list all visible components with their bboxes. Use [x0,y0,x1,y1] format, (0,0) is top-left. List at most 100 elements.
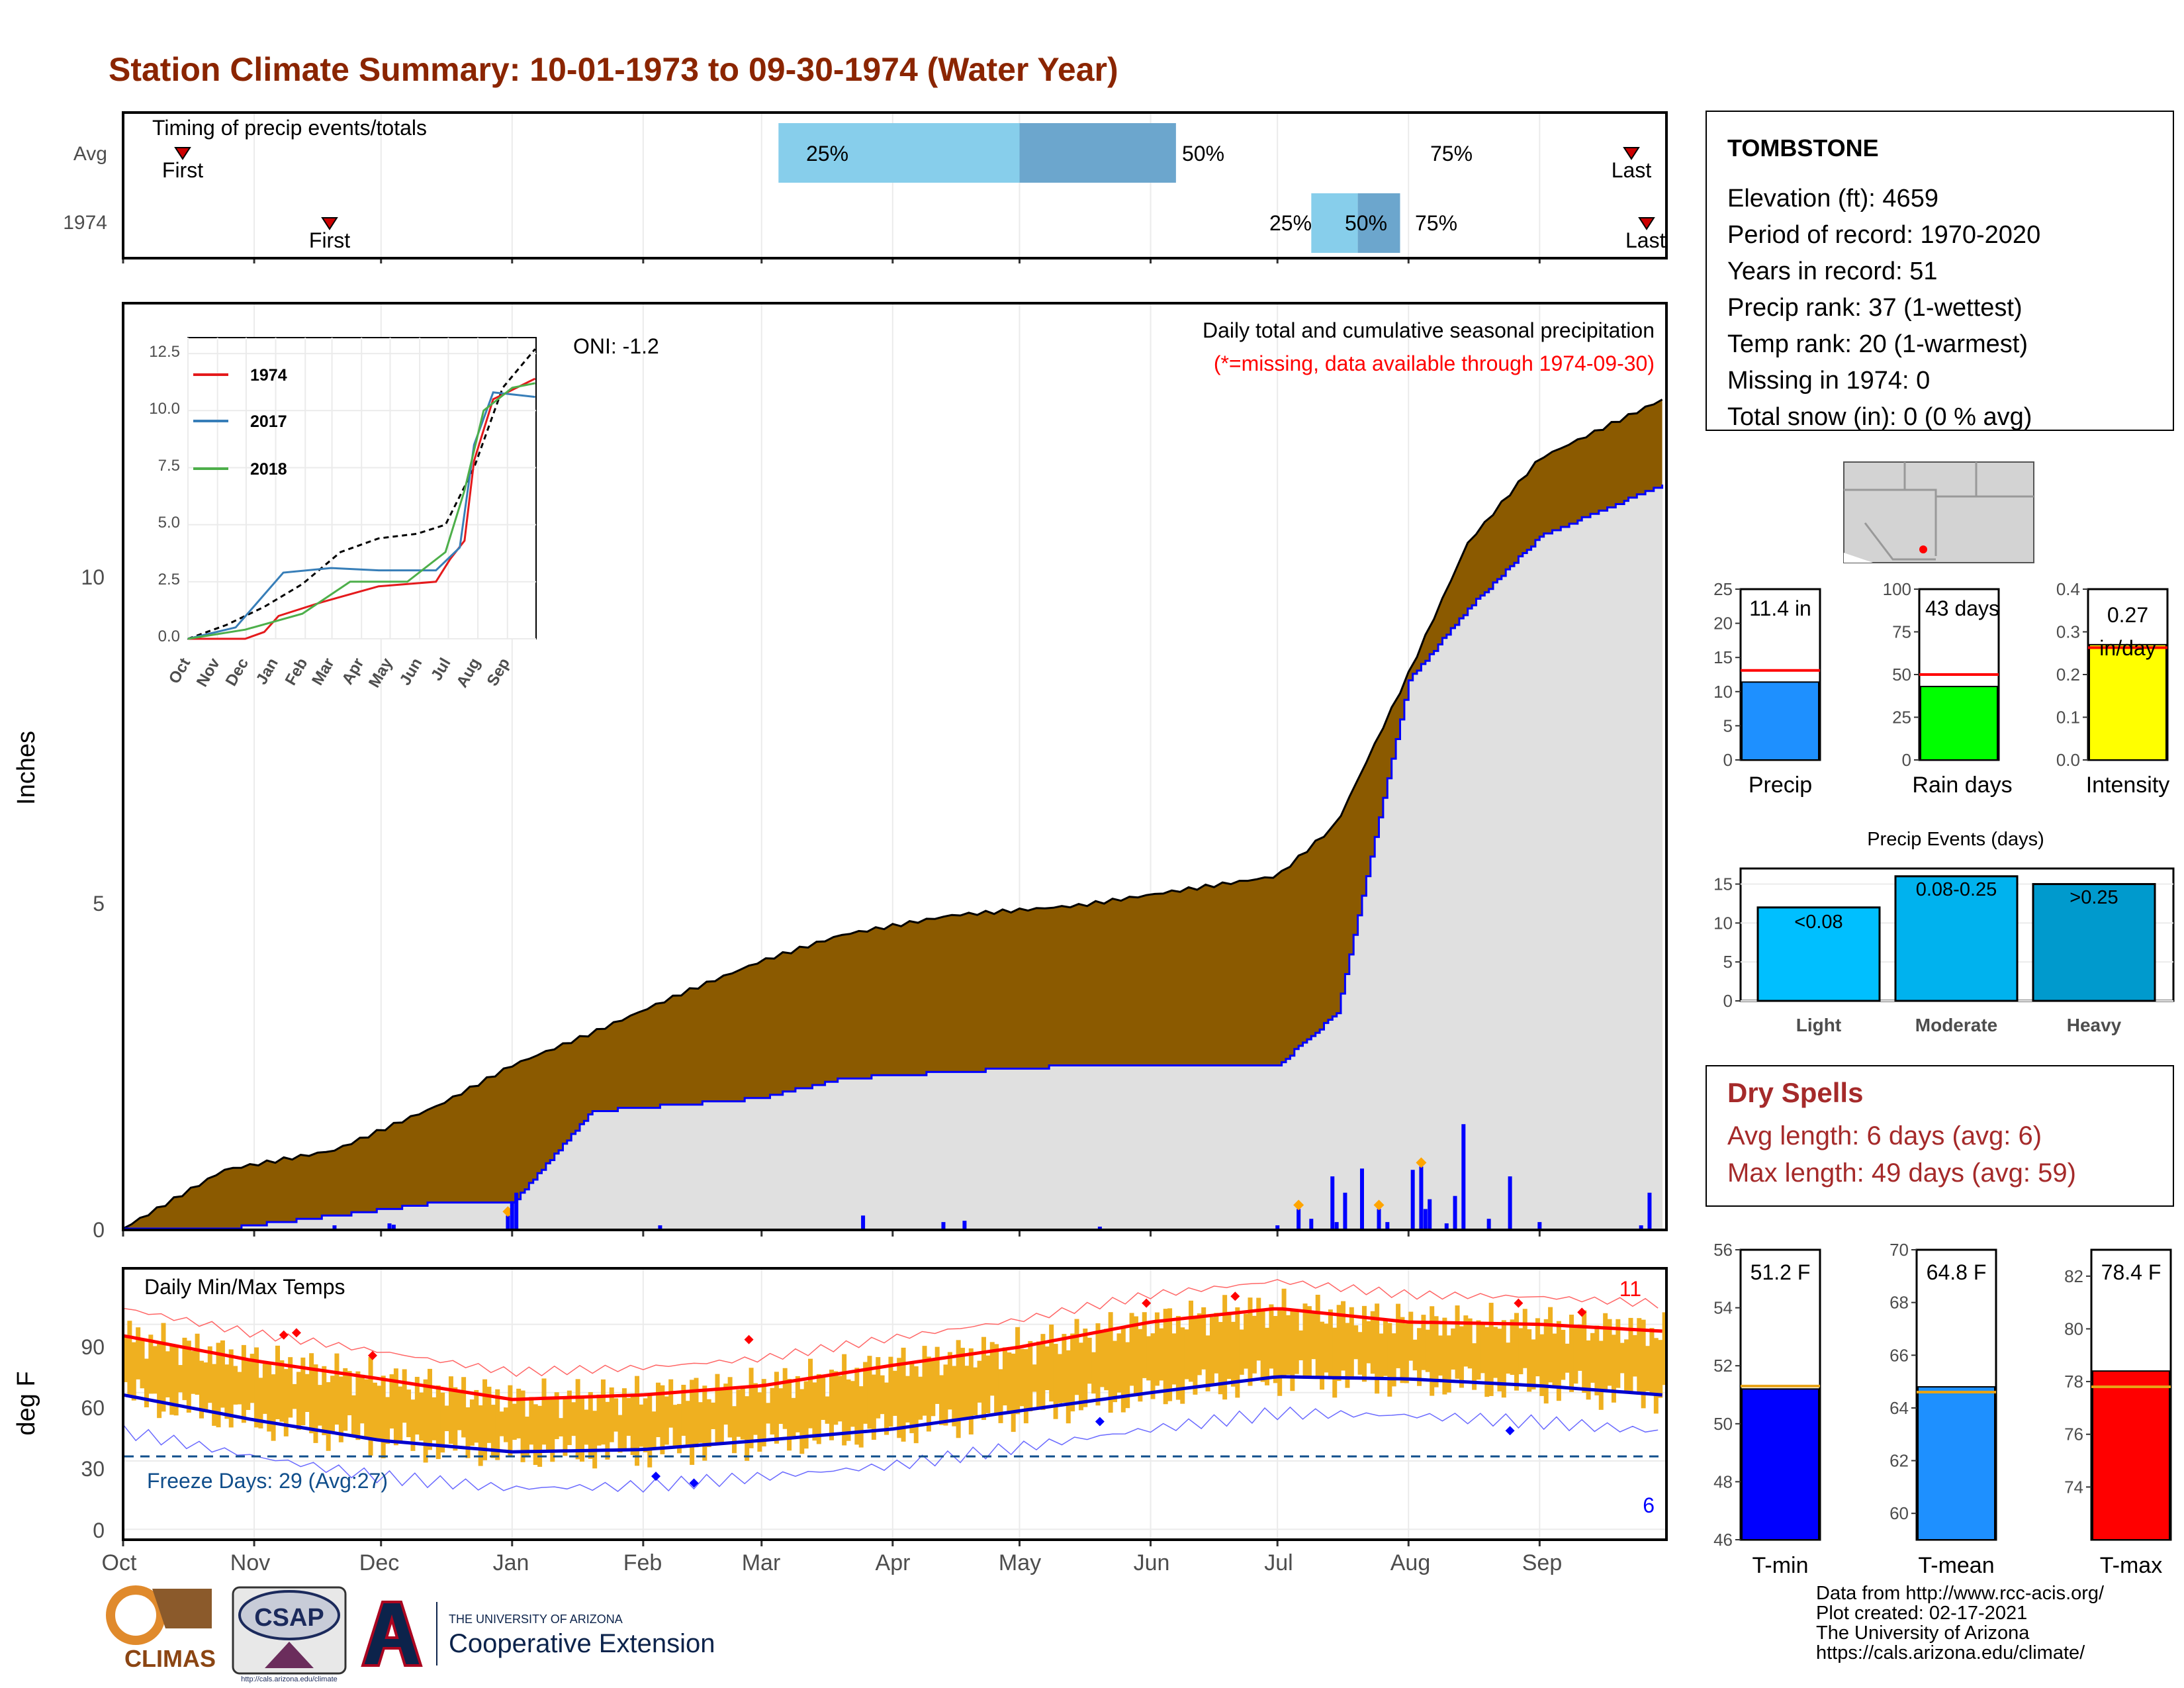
daily-temp-bar [537,1405,543,1467]
record-precip-marker [1293,1199,1304,1211]
tempbar-ytick: 56 [1713,1240,1733,1260]
daily-temp-bar [402,1369,407,1423]
avg-min-line [122,1375,1662,1454]
daily-temp-bar [1391,1333,1396,1387]
daily-temp-bar [778,1388,784,1425]
daily-temp-bar [1336,1305,1342,1382]
daily-temp-bar [1324,1323,1329,1373]
daily-temp-bar [309,1353,314,1434]
minibar-ytick: 15 [1713,647,1733,667]
inset-legend: 1974 2017 2018 [193,366,287,479]
daily-temp-bar [144,1358,149,1407]
daily-precip-bar [962,1221,967,1229]
minibar-ytick: 50 [1892,665,1911,684]
minibar-ytick: 0 [1902,750,1911,770]
daily-temp-bar [1611,1335,1616,1403]
precip-ytick-5: 5 [93,892,105,915]
month-tick-may: May [999,1550,1041,1575]
daily-temp-bar [846,1379,851,1441]
ua-a-icon [361,1601,423,1667]
daily-temp-bar [1446,1335,1451,1393]
csap-wordmark: CSAP [254,1604,324,1632]
minibar-intensity-xlabel: Intensity [2086,773,2170,798]
daily-temp-bar [1108,1312,1113,1413]
station-info-box: TOMBSTONE Elevation (ft): 4659 Period of… [1706,111,2174,431]
daily-temp-bar [178,1365,183,1393]
minibar-raindays-xlabel: Rain days [1912,773,2012,798]
avg-pct-25: 25% [806,142,848,165]
month-tick-jan: Jan [493,1550,529,1575]
csap-cloud-icon [238,1590,340,1640]
daily-temp-bar [1273,1316,1278,1383]
daily-temp-bar [939,1375,944,1425]
avg-last-marker [1623,147,1640,160]
daily-temp-bar [182,1337,187,1401]
daily-temp-bar [444,1405,449,1431]
minibar-precip-xlabel: Precip [1749,773,1812,798]
daily-temp-bar [389,1374,394,1429]
daily-temp-bar [1167,1308,1173,1401]
daily-temp-bar [1535,1318,1540,1377]
temp-ytick-60: 60 [81,1396,105,1420]
daily-precip-bar [1444,1223,1449,1229]
daily-temp-bar [550,1399,555,1462]
legend-label-2017: 2017 [250,412,287,431]
year-last-label: Last [1625,228,1666,252]
daily-temp-bar [727,1377,733,1438]
daily-precip-bar [1275,1225,1280,1229]
minibar-intensity-unit: in/day [2099,636,2156,660]
daily-temp-bar [1150,1333,1156,1399]
daily-temp-bar [956,1340,961,1438]
daily-temp-bar [254,1347,259,1428]
daily-temp-bar [1421,1315,1426,1370]
month-tick-jun: Jun [1134,1550,1170,1575]
daily-temp-bar [863,1362,868,1424]
daily-temp-bar [419,1392,424,1441]
daily-temp-bar [989,1342,995,1396]
daily-temp-bar [1066,1350,1071,1424]
daily-temp-bar [745,1396,750,1461]
tempbar-value [2092,1370,2170,1540]
event-xlabel-light: Light [1796,1015,1841,1035]
daily-temp-bar [1315,1294,1320,1377]
daily-temp-bar [241,1344,246,1423]
daily-temp-bar [892,1370,897,1416]
daily-temp-bar [410,1399,416,1451]
state-borders [1844,462,2034,561]
daily-temp-bar [964,1366,970,1420]
daily-precip-bar [1343,1192,1347,1229]
daily-temp-bar [1641,1319,1646,1409]
daily-temp-bar [313,1364,318,1443]
daily-temp-bar [1582,1310,1587,1393]
tempbar-ytick: 74 [2064,1477,2083,1497]
daily-temp-bar [600,1379,606,1445]
daily-temp-bar [1615,1319,1621,1388]
daily-temp-bar [1184,1329,1189,1380]
daily-temp-bar [169,1346,175,1415]
minibar-ytick: 20 [1713,614,1733,633]
year-quartile-bar-upper [1357,193,1400,253]
daily-temp-bar [136,1327,141,1380]
daily-temp-bar [212,1364,217,1426]
daily-temp-bar [918,1376,923,1420]
record-min-marker [1095,1417,1105,1427]
daily-temp-bar [630,1393,635,1455]
daily-precip-bar [1297,1209,1301,1229]
daily-temp-bar [1653,1338,1659,1414]
month-tick-dec: Dec [359,1550,399,1575]
ua-bottom-text: Cooperative Extension [449,1629,715,1658]
daily-temp-bar [752,1383,758,1435]
year-last-marker [1638,217,1655,230]
page-title: Station Climate Summary: 10-01-1973 to 0… [109,51,1118,88]
daily-temp-bar [711,1402,716,1429]
daily-precip-bar [391,1225,396,1229]
daily-temp-bar [706,1399,711,1448]
daily-temp-bar [909,1362,915,1434]
daily-temp-bar [614,1398,619,1432]
daily-temp-bar [1527,1329,1532,1392]
legend-label-1974: 1974 [250,366,287,385]
daily-temp-bar [1375,1303,1380,1394]
precip-frame [122,302,1668,1231]
daily-temp-bar [1294,1309,1299,1374]
avg-cumulative-area [123,399,1662,1229]
